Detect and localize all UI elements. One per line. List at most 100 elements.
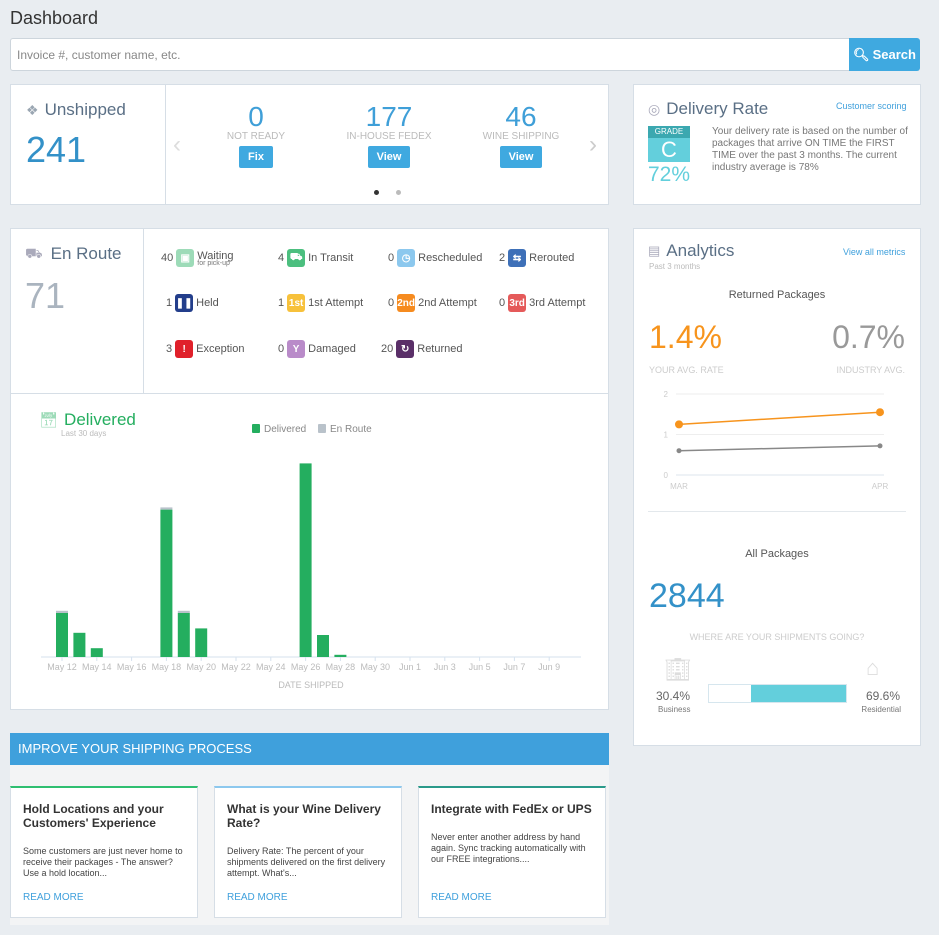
view-wine-button[interactable]: View: [499, 146, 543, 168]
industry-avg-label: INDUSTRY AVG.: [836, 365, 905, 375]
status-label: 1st Attempt: [308, 297, 364, 309]
analytics-subtitle: Past 3 months: [649, 262, 701, 271]
status-exception[interactable]: 3! Exception: [166, 340, 244, 358]
bar-delivered-May-26[interactable]: [299, 463, 312, 657]
return-icon: ↻: [396, 340, 415, 358]
carousel-prev[interactable]: ‹: [173, 131, 181, 158]
status-count: 0: [388, 297, 395, 309]
data-point[interactable]: [675, 420, 683, 429]
line-series-0: [678, 411, 881, 426]
data-point[interactable]: [877, 443, 883, 449]
bar-en-route-May-18[interactable]: [160, 507, 173, 510]
status-3rd-attempt[interactable]: 0 3rd 3rd Attempt: [499, 294, 585, 312]
status-rerouted[interactable]: 2 ⇆ Rerouted: [499, 249, 574, 267]
bar-delivered-May-19[interactable]: [177, 613, 190, 657]
en-route-title: En Route: [50, 244, 122, 263]
read-more-link[interactable]: READ MORE: [431, 892, 492, 903]
reroute-icon: ⇆: [508, 249, 527, 267]
analytics-card: ▤ Analytics Past 3 months View all metric…: [633, 228, 921, 746]
en-route-count: 71: [25, 275, 66, 316]
status-2nd-attempt[interactable]: 0 2nd 2nd Attempt: [388, 294, 477, 312]
line-series-1: [678, 445, 881, 452]
exclamation-icon: !: [175, 340, 194, 358]
x-tick-label: Jun 3: [434, 662, 456, 672]
residential-label: Residential: [861, 705, 901, 714]
building-icon: 🏢︎: [664, 657, 692, 682]
status-waiting[interactable]: 40 ▣ Waiting for pick-up: [161, 249, 234, 267]
search-input[interactable]: [10, 38, 850, 71]
page-title: Dashboard: [10, 8, 99, 28]
x-tick-label: May 20: [186, 662, 216, 672]
bar-delivered-May-12[interactable]: [56, 613, 68, 657]
tip-card-hold-locations[interactable]: Hold Locations and your Customers' Exper…: [10, 786, 198, 918]
status-rescheduled[interactable]: 0 ◷ Rescheduled: [388, 249, 482, 267]
carousel-dot-1[interactable]: [374, 190, 379, 195]
bar-delivered-May-13[interactable]: [73, 632, 86, 657]
status-damaged[interactable]: 0 Y Damaged: [278, 340, 356, 358]
bar-en-route-May-12[interactable]: [56, 610, 68, 613]
x-tick-label: May 26: [291, 662, 321, 672]
status-count: 40: [161, 252, 174, 264]
x-tick-label: May 28: [326, 662, 356, 672]
delivery-rate-title: Delivery Rate: [666, 99, 769, 118]
bar-delivered-May-20[interactable]: [195, 628, 208, 657]
status-in-transit[interactable]: 4 ⛟ In Transit: [278, 249, 353, 267]
delivered-chart: May 12 May 14 May 16 May 18 May 20 May 22 May …: [41, 424, 581, 690]
fix-button[interactable]: Fix: [239, 146, 273, 168]
unshipped-count: 241: [26, 129, 87, 170]
bar-delivered-May-27[interactable]: [317, 635, 329, 657]
business-label: Business: [658, 705, 691, 714]
status-label: 2nd Attempt: [418, 297, 477, 309]
status-count: 20: [381, 343, 394, 355]
bar-delivered-May-18[interactable]: [160, 509, 173, 657]
status-returned[interactable]: 20 ↻ Returned: [381, 340, 463, 358]
data-point[interactable]: [876, 408, 884, 417]
delivery-rate-description: Your delivery rate is based on the numbe…: [712, 126, 908, 173]
customer-scoring-link[interactable]: Customer scoring: [836, 101, 907, 111]
carousel-dot-2[interactable]: [396, 190, 401, 195]
carousel-next[interactable]: ›: [589, 131, 597, 158]
x-tick-label: APR: [872, 482, 889, 491]
status-label: 3rd Attempt: [529, 297, 586, 309]
legend-label: En Route: [330, 424, 372, 435]
x-tick-label: Jun 5: [469, 662, 491, 672]
third-attempt-icon: 3rd: [508, 294, 527, 312]
grade-badge: C: [648, 138, 690, 162]
delivered-title: Delivered: [64, 410, 136, 429]
y-tick-label: 0: [664, 471, 669, 480]
x-axis-title: DATE SHIPPED: [278, 680, 344, 690]
data-point[interactable]: [676, 448, 682, 454]
status-count: 0: [388, 252, 395, 264]
status-label: Rescheduled: [418, 252, 483, 264]
x-tick-label: May 12: [47, 662, 77, 672]
status-count: 3: [166, 343, 173, 355]
view-all-metrics-link[interactable]: View all metrics: [843, 247, 906, 257]
x-tick-label: Jun 7: [503, 662, 525, 672]
read-more-link[interactable]: READ MORE: [227, 892, 288, 903]
all-packages-title: All Packages: [745, 548, 809, 560]
truck-icon: ⛟: [25, 244, 43, 261]
status-count: 4: [278, 252, 285, 264]
status-1st-attempt[interactable]: 1 1st 1st Attempt: [278, 294, 363, 312]
unshipped-card: ❖ Unshipped 241 ‹ 0 NOT READY Fix 177 IN-HOU…: [10, 84, 609, 205]
bar-delivered-May-28[interactable]: [334, 654, 347, 657]
stat-wine-shipping: 46 WINE SHIPPING View: [461, 101, 581, 168]
tip-card-wine-delivery[interactable]: What is your Wine Delivery Rate? Delivery…: [214, 786, 402, 918]
status-label: Returned: [417, 343, 463, 355]
read-more-link[interactable]: READ MORE: [23, 892, 84, 903]
calendar-icon: 📅︎: [39, 412, 59, 429]
clock-icon: ◷: [397, 249, 416, 267]
your-avg-label: YOUR AVG. RATE: [649, 365, 724, 375]
status-held[interactable]: 1 ❚❚ Held: [166, 294, 219, 312]
bar-delivered-May-14[interactable]: [90, 648, 103, 657]
legend-swatch: [318, 424, 326, 433]
bar-en-route-May-19[interactable]: [177, 610, 190, 613]
target-icon: ◎: [648, 100, 661, 117]
view-fedex-button[interactable]: View: [367, 146, 411, 168]
search-button[interactable]: 🔍︎ Search: [849, 38, 920, 71]
stat-in-house-fedex: 177 IN-HOUSE FEDEX View: [329, 101, 449, 168]
tip-card-integrate[interactable]: Integrate with FedEx or UPS Never enter a…: [418, 786, 606, 918]
second-attempt-icon: 2nd: [397, 294, 416, 312]
status-label: Rerouted: [529, 252, 575, 264]
first-attempt-icon: 1st: [287, 294, 306, 312]
